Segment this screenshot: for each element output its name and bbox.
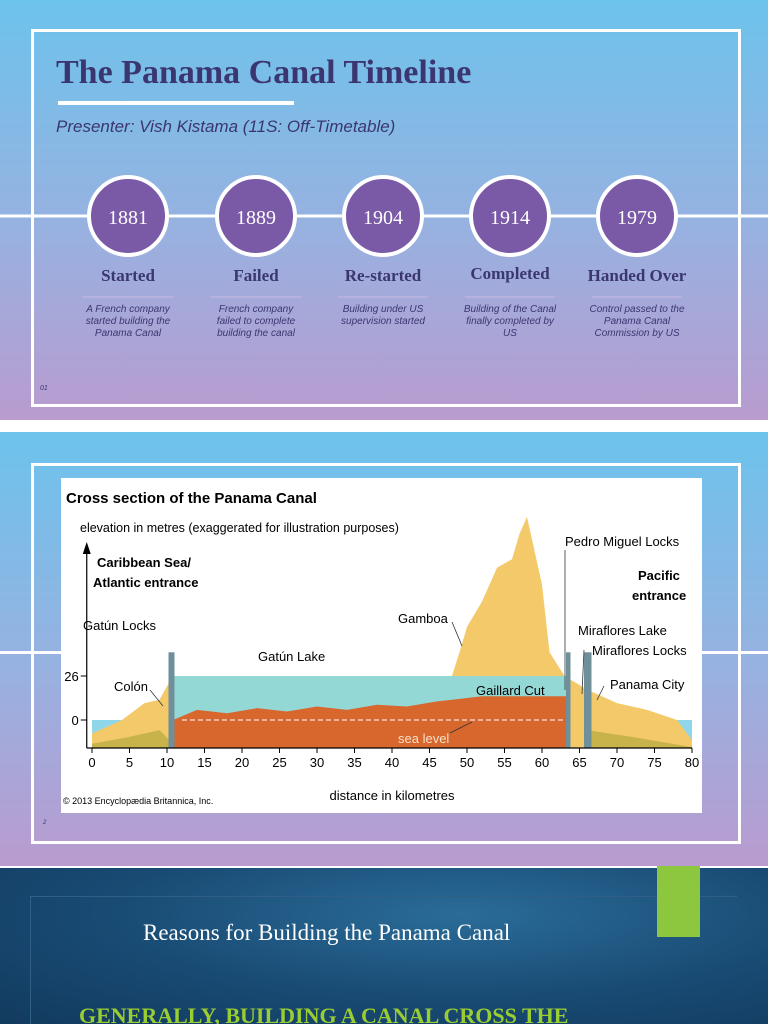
x-tick-label: 5: [126, 755, 133, 770]
annotation: entrance: [632, 588, 686, 603]
x-tick-label: 70: [610, 755, 624, 770]
annotation: Colón: [114, 679, 148, 694]
annotation: Pacific: [638, 568, 680, 583]
annotation: Gamboa: [398, 611, 449, 626]
x-tick-label: 75: [647, 755, 661, 770]
x-tick-label: 65: [572, 755, 586, 770]
timeline-node: [342, 175, 424, 257]
timeline-description: A French company started building the Pa…: [85, 304, 171, 339]
timeline-description: Building of the Canal finally completed …: [463, 304, 557, 339]
accent-block: [657, 866, 700, 937]
slide-3: [0, 868, 768, 1024]
page-number: 2: [43, 820, 47, 826]
x-axis-label: distance in kilometres: [330, 788, 455, 803]
x-tick-label: 10: [160, 755, 174, 770]
lock: [584, 652, 592, 748]
timeline-node: [215, 175, 297, 257]
annotation: Miraflores Lake: [578, 623, 667, 638]
page-number: 01: [40, 385, 48, 392]
year: 1979: [617, 207, 657, 229]
timeline-label: Handed Over: [587, 266, 687, 285]
annotation: Caribbean Sea/: [97, 555, 191, 570]
x-tick-label: 40: [385, 755, 399, 770]
leader-line: [149, 689, 164, 707]
annotation: Gatún Lake: [258, 649, 325, 664]
x-tick-label: 30: [310, 755, 324, 770]
year: 1889: [236, 207, 276, 229]
lock: [566, 652, 571, 748]
x-tick-label: 0: [88, 755, 95, 770]
y-tick-label: 0: [72, 713, 79, 728]
year: 1914: [490, 207, 530, 229]
x-tick-label: 80: [685, 755, 699, 770]
x-tick-label: 55: [497, 755, 511, 770]
figure: 0 5 10 15 20 25 30 35 40 45 50 55 60 65 70 75 80 26 0 Cross…: [61, 478, 702, 813]
ground-pacific: [587, 730, 692, 748]
figure-background: [61, 478, 702, 813]
x-tick-label: 15: [197, 755, 211, 770]
timeline-node: [469, 175, 551, 257]
leader-line: [449, 721, 473, 734]
lock: [168, 652, 175, 748]
timeline-node: [596, 175, 678, 257]
timeline: 1881 1889 1904 1914 1979: [0, 175, 768, 298]
ground: [173, 696, 569, 748]
slide-frame: [30, 896, 737, 1024]
timeline-description: Control passed to the Panama Canal Commi…: [589, 304, 685, 339]
annotation: Atlantic entrance: [93, 575, 198, 590]
leader-line: [596, 685, 605, 701]
timeline-label: Started: [101, 266, 155, 285]
annotation: Gatún Locks: [83, 618, 156, 633]
y-tick-label: 26: [64, 669, 78, 684]
ground-atlantic: [92, 730, 173, 748]
annotation: Miraflores Locks: [592, 643, 687, 658]
timeline-label: Failed: [233, 266, 279, 285]
year: 1881: [108, 207, 148, 229]
timeline-node: [87, 175, 169, 257]
annotation: Panama City: [610, 677, 685, 692]
timeline-description: French company failed to complete buildi…: [216, 304, 296, 339]
slide-title: The Panama Canal Timeline: [56, 54, 472, 91]
leader-line: [581, 649, 585, 695]
x-tick-label: 20: [235, 755, 249, 770]
timeline-description: Building under US supervision started: [341, 304, 425, 327]
x-tick-label: 25: [272, 755, 286, 770]
x-tick-label: 35: [347, 755, 361, 770]
annotation: Gaillard Cut: [476, 683, 545, 698]
x-tick-label: 50: [460, 755, 474, 770]
title-underline: [58, 101, 294, 105]
heading: GENERALLY, BUILDING A CANAL CROSS THE: [79, 1003, 569, 1024]
presenter: Presenter: Vish Kistama (11S: Off-Timeta…: [56, 117, 396, 136]
x-tick-label: 60: [535, 755, 549, 770]
leader-line: [451, 621, 463, 647]
credit: © 2013 Encyclopædia Britannica, Inc.: [63, 796, 213, 806]
timeline-label: Re-started: [344, 266, 422, 285]
figure-title: Cross section of the Panama Canal: [66, 490, 317, 507]
year: 1904: [363, 207, 403, 229]
x-tick-label: 45: [422, 755, 436, 770]
slide-title: Reasons for Building the Panama Canal: [143, 920, 511, 945]
timeline-label: Completed: [470, 264, 550, 283]
slide-frame: [31, 29, 741, 407]
y-axis-label: elevation in metres (exaggerated for ill…: [80, 521, 399, 535]
annotation: sea level: [398, 731, 449, 746]
y-axis-arrow: [82, 542, 91, 554]
annotation: Pedro Miguel Locks: [565, 534, 680, 549]
